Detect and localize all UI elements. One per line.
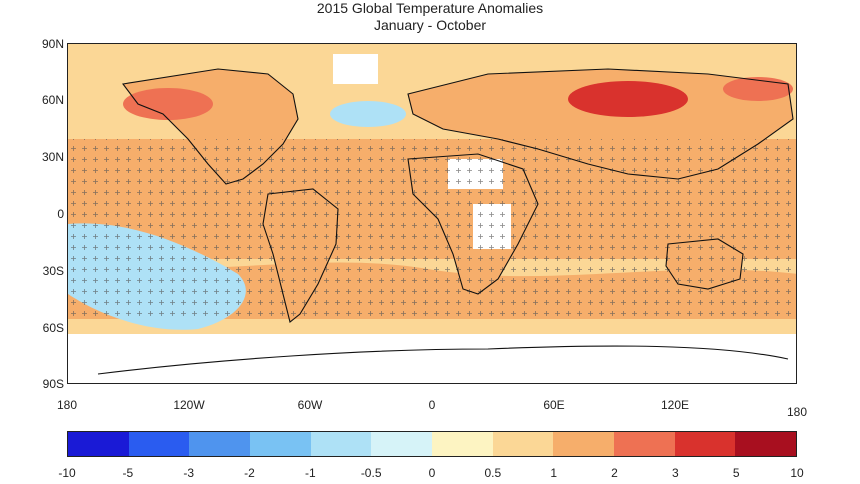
lat-label-30s: 30S [42, 264, 64, 278]
colorbar-segment-5 [371, 432, 433, 456]
colorbar-tick-label: -0.5 [360, 466, 382, 480]
colorbar-tick-label: 3 [671, 466, 679, 480]
lon-label-0: 0 [428, 398, 436, 412]
significance-plus-markers [68, 139, 796, 319]
lat-label-60s: 60S [42, 321, 64, 335]
lat-label-equator: 0 [57, 207, 64, 221]
lat-label-90n: 90N [41, 37, 64, 51]
hot-spot-arctic [723, 77, 793, 101]
lon-label-60e: 60E [543, 398, 565, 412]
temperature-anomaly-map [67, 43, 797, 384]
map-title: 2015 Global Temperature Anomalies [316, 0, 544, 16]
colorbar-segment-3 [250, 432, 311, 456]
colorbar-tick-label: 2 [611, 466, 618, 480]
colorbar-segment-6 [432, 432, 493, 456]
hot-spot-siberia [568, 81, 688, 117]
colorbar-segment-9 [614, 432, 675, 456]
lon-label-180w: 180 [56, 398, 78, 412]
map-subtitle: January - October [373, 17, 487, 33]
missing-data-antarctica [68, 334, 796, 383]
lat-label-90s: 90S [42, 377, 64, 391]
colorbar-segment-10 [674, 432, 736, 456]
colorbar-segment-11 [735, 432, 797, 456]
lon-label-180e: 180 [786, 405, 808, 419]
hot-spot-alaska [123, 88, 213, 120]
colorbar-segment-4 [310, 432, 372, 456]
colorbar-tick-label: -5 [122, 466, 134, 480]
cool-spot-north-atlantic [330, 101, 406, 127]
colorbar-segment-7 [492, 432, 554, 456]
colorbar-tick-label: 10 [790, 466, 804, 480]
lon-label-60w: 60W [297, 398, 323, 412]
colorbar-tick-label: 0 [428, 466, 436, 480]
colorbar-tick-label: -3 [183, 466, 194, 480]
lat-label-30n: 30N [41, 150, 64, 164]
colorbar-tick-label: -10 [58, 466, 76, 480]
lat-label-60n: 60N [41, 93, 64, 107]
coastlines [97, 68, 794, 375]
colorbar-segment-2 [189, 432, 251, 456]
colorbar-tick-label: 5 [732, 466, 740, 480]
colorbar-tick-label: -1 [304, 466, 316, 480]
missing-data-greenland [333, 54, 378, 84]
colorbar-tick-label: -2 [244, 466, 255, 480]
colorbar-segment-0 [68, 432, 129, 456]
lon-label-120w: 120W [173, 398, 205, 412]
lon-label-120e: 120E [660, 398, 690, 412]
colorbar-tick-label: 0.5 [484, 466, 502, 480]
map-canvas [68, 44, 796, 383]
colorbar-tick-label: 1 [550, 466, 557, 480]
colorbar-segment-8 [553, 432, 615, 456]
colorbar-segment-1 [128, 432, 190, 456]
colorbar [67, 431, 797, 457]
